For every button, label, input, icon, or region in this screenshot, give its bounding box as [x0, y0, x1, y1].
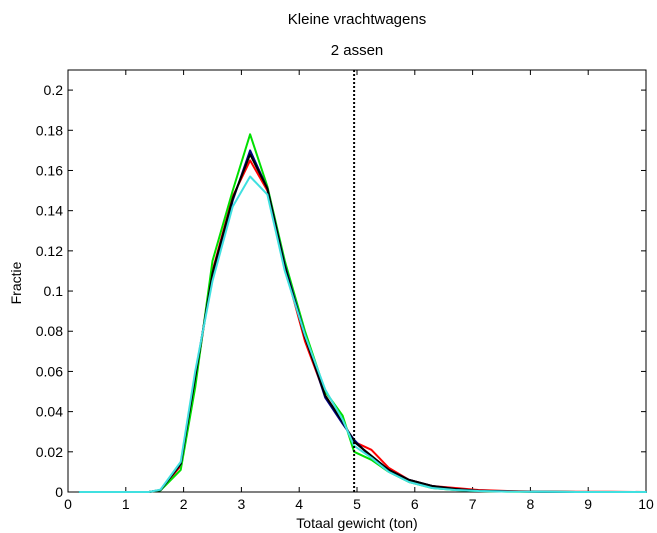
x-tick-label: 7 — [469, 496, 477, 512]
axis-ticks: 0 1 2 3 4 5 6 7 8 9 10 0 0.02 0.04 0.06 0.08 0.1 0.12 0.14… — [36, 70, 654, 512]
y-tick-label: 0 — [55, 484, 63, 500]
x-tick-label: 6 — [411, 496, 419, 512]
y-tick-label: 0.12 — [36, 243, 63, 259]
series-group — [78, 133, 647, 493]
x-tick-label: 4 — [295, 496, 303, 512]
x-axis-label: Totaal gewicht (ton) — [296, 515, 417, 531]
chart-title: Kleine vrachtwagens — [288, 11, 426, 28]
y-tick-label: 0.1 — [44, 283, 64, 299]
plot-area: 0 1 2 3 4 5 6 7 8 9 10 0 0.02 0.04 0.06 0.08 0.1 0.12 0.14… — [36, 69, 654, 512]
y-tick-label: 0.04 — [36, 404, 63, 420]
y-tick-label: 0.08 — [36, 323, 63, 339]
x-tick-label: 10 — [638, 496, 654, 512]
series-line-5 — [78, 175, 647, 493]
plot-frame — [67, 69, 647, 493]
x-tick-label: 2 — [180, 496, 188, 512]
y-tick-label: 0.16 — [36, 162, 63, 178]
y-axis-label: Fractie — [8, 261, 24, 304]
chart-subtitle: 2 assen — [331, 42, 384, 59]
y-tick-label: 0.18 — [36, 122, 63, 138]
x-tick-label: 1 — [122, 496, 130, 512]
x-tick-label: 3 — [238, 496, 246, 512]
y-tick-label: 0.2 — [44, 82, 64, 98]
y-tick-label: 0.06 — [36, 363, 63, 379]
x-tick-label: 9 — [584, 496, 592, 512]
x-tick-label: 8 — [527, 496, 535, 512]
x-tick-label: 0 — [64, 496, 72, 512]
y-tick-label: 0.02 — [36, 444, 63, 460]
x-tick-label: 5 — [353, 496, 361, 512]
y-tick-label: 0.14 — [36, 203, 63, 219]
